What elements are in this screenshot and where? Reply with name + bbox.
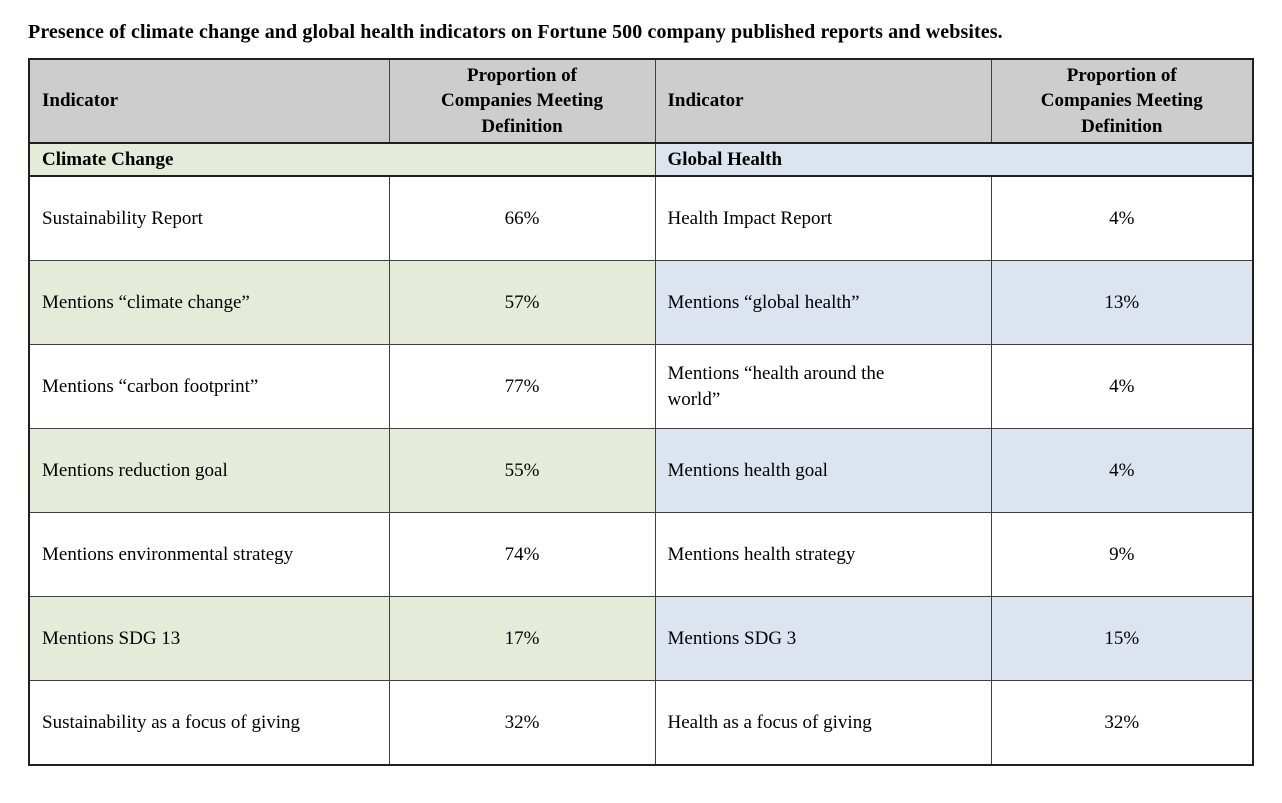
climate-value-cell: 55% — [388, 428, 656, 513]
climate-indicator-cell: Mentions reduction goal — [28, 428, 390, 513]
climate-indicator-cell: Sustainability as a focus of giving — [28, 680, 390, 766]
health-indicator-cell: Mentions health goal — [654, 428, 992, 513]
table-row: Mentions environmental strategy 74% Ment… — [28, 512, 1254, 597]
header-proportion-climate: Proportion of Companies Meeting Definiti… — [388, 58, 656, 144]
health-indicator-cell: Mentions “global health” — [654, 260, 992, 345]
header-proportion-health: Proportion of Companies Meeting Definiti… — [990, 58, 1254, 144]
header-row: Indicator Proportion of Companies Meetin… — [28, 58, 1254, 144]
section-global-health: Global Health — [654, 142, 1254, 177]
health-indicator-cell: Health Impact Report — [654, 175, 992, 261]
indicators-table: Indicator Proportion of Companies Meetin… — [28, 58, 1254, 766]
health-value-cell: 4% — [990, 344, 1254, 429]
health-value-cell: 15% — [990, 596, 1254, 681]
climate-value-cell: 57% — [388, 260, 656, 345]
section-climate-change: Climate Change — [28, 142, 656, 177]
table-row: Mentions “climate change” 57% Mentions “… — [28, 260, 1254, 345]
climate-value-cell: 77% — [388, 344, 656, 429]
table-row: Mentions “carbon footprint” 77% Mentions… — [28, 344, 1254, 429]
table-caption: Presence of climate change and global he… — [28, 21, 1003, 43]
health-value-cell: 9% — [990, 512, 1254, 597]
table-row: Mentions SDG 13 17% Mentions SDG 3 15% — [28, 596, 1254, 681]
climate-value-cell: 74% — [388, 512, 656, 597]
section-row: Climate Change Global Health — [28, 142, 1254, 177]
climate-indicator-cell: Mentions “carbon footprint” — [28, 344, 390, 429]
health-value-cell: 13% — [990, 260, 1254, 345]
header-indicator-health: Indicator — [654, 58, 992, 144]
table-row: Mentions reduction goal 55% Mentions hea… — [28, 428, 1254, 513]
health-value-cell: 4% — [990, 428, 1254, 513]
climate-value-cell: 17% — [388, 596, 656, 681]
table-row: Sustainability as a focus of giving 32% … — [28, 680, 1254, 766]
health-indicator-cell: Mentions “health around the world” — [654, 344, 992, 429]
health-indicator-cell: Health as a focus of giving — [654, 680, 992, 766]
health-value-cell: 4% — [990, 175, 1254, 261]
climate-value-cell: 32% — [388, 680, 656, 766]
climate-indicator-cell: Sustainability Report — [28, 175, 390, 261]
health-indicator-cell: Mentions SDG 3 — [654, 596, 992, 681]
climate-value-cell: 66% — [388, 175, 656, 261]
health-value-cell: 32% — [990, 680, 1254, 766]
climate-indicator-cell: Mentions “climate change” — [28, 260, 390, 345]
table-row: Sustainability Report 66% Health Impact … — [28, 175, 1254, 261]
header-indicator-climate: Indicator — [28, 58, 390, 144]
health-indicator-cell: Mentions health strategy — [654, 512, 992, 597]
climate-indicator-cell: Mentions SDG 13 — [28, 596, 390, 681]
climate-indicator-cell: Mentions environmental strategy — [28, 512, 390, 597]
